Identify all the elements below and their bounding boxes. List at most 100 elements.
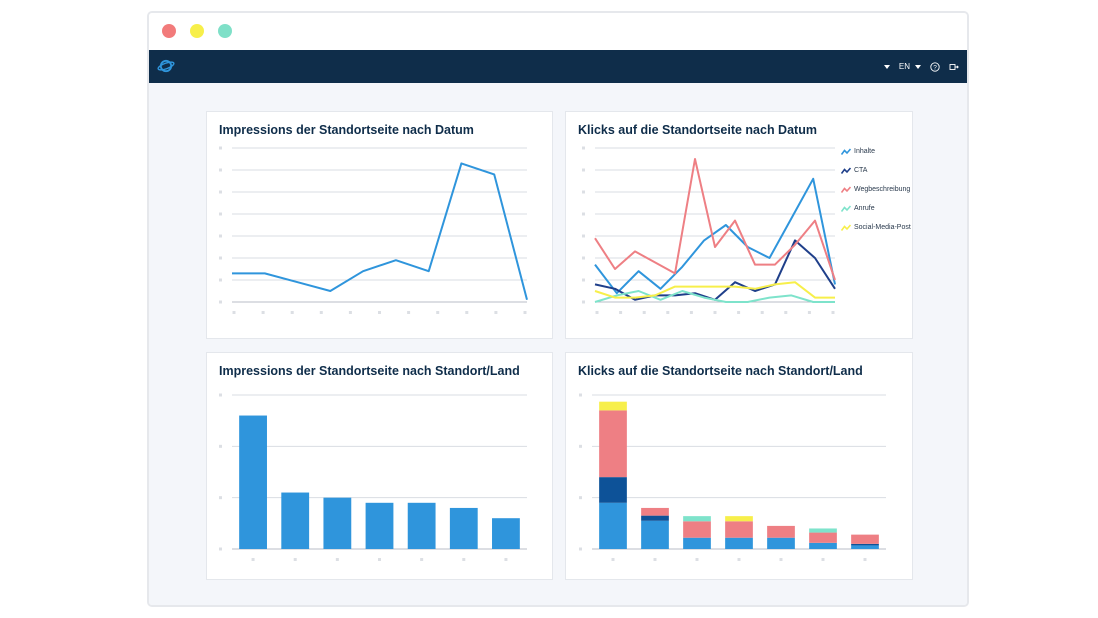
bar-segment [725,537,753,549]
x-tick-label [261,311,265,314]
y-tick-label [219,168,222,172]
legend-swatch-icon [841,204,851,212]
x-tick-label [348,311,352,314]
legend-item[interactable]: Wegbeschreibung [841,180,911,199]
x-tick-label [737,311,741,314]
browser-window: EN ? Impressions der Standortseite nach … [147,11,969,607]
x-tick-label [462,558,466,561]
bar-segment [725,516,753,522]
legend-swatch-icon [841,223,851,231]
bar-segment [599,477,627,503]
y-tick-label [582,234,585,238]
x-tick-label [494,311,498,314]
y-tick-label [582,278,585,282]
series-line-4 [594,281,835,299]
x-tick-label [504,558,508,561]
y-tick-label [219,300,222,304]
bar-segment [599,401,627,411]
y-tick-label [582,190,585,194]
impressions-by-location-chart [219,393,527,561]
x-tick-label [821,558,825,561]
help-icon[interactable]: ? [930,61,940,72]
bar-segment [641,515,669,521]
bar-segment [599,410,627,478]
language-caret-icon [915,64,921,69]
x-tick-label [319,311,323,314]
legend-label: Anrufe [854,205,875,212]
x-tick-label [436,311,440,314]
y-tick-label [219,190,222,194]
bar-segment [641,520,669,549]
clicks-by-date-chart [582,146,836,314]
chart-title: Klicks auf die Standortseite nach Datum [578,123,817,137]
y-tick-label [582,300,585,304]
window-minimize-button[interactable] [190,24,204,38]
chart-title: Klicks auf die Standortseite nach Stando… [578,364,863,378]
bar-segment [683,521,711,538]
x-tick-label [378,558,381,561]
clicks-by-location-card: Klicks auf die Standortseite nach Stando… [565,352,913,580]
x-tick-label [863,558,867,561]
legend-item[interactable]: Anrufe [841,199,911,218]
bar [407,502,436,549]
svg-text:?: ? [933,64,937,71]
bar [449,507,478,549]
series-line-0 [594,177,836,295]
clicks-by-date-card: Klicks auf die Standortseite nach Datum … [565,111,913,339]
legend-swatch-icon [841,166,851,174]
x-tick-label [232,311,236,314]
x-tick-label [335,558,339,561]
window-close-button[interactable] [162,24,176,38]
y-tick-label [219,278,222,282]
x-tick-label [251,558,255,561]
x-tick-label [290,311,294,314]
x-tick-label [737,558,741,561]
dashboard-content: Impressions der Standortseite nach Datum… [149,83,967,605]
dropdown-caret-icon[interactable] [883,64,890,69]
clicks-by-location-chart [579,393,886,561]
bar [365,502,394,549]
y-tick-label [219,444,222,448]
x-tick-label [784,311,788,314]
logout-icon[interactable] [949,62,959,72]
y-tick-label [582,168,585,172]
language-selector[interactable]: EN [899,62,921,71]
x-tick-label [523,311,527,314]
x-tick-label [293,558,297,561]
series-line-0 [232,162,528,301]
y-tick-label [579,496,582,500]
impressions-by-location-card: Impressions der Standortseite nach Stand… [206,352,553,580]
legend-label: Social-Media-Post [854,224,911,231]
y-tick-label [579,444,582,448]
planet-logo-icon[interactable] [157,57,175,75]
series-line-2 [594,158,836,281]
legend-item[interactable]: Inhalte [841,142,911,161]
bar-segment [809,532,837,543]
y-tick-label [219,212,222,216]
chart-title: Impressions der Standortseite nach Stand… [219,364,520,378]
y-tick-label [582,256,585,260]
x-tick-label [378,311,381,314]
legend-label: Wegbeschreibung [854,186,911,193]
bar [492,518,520,549]
impressions-by-date-chart [219,146,528,314]
bar-segment [767,525,795,538]
y-tick-label [219,146,222,150]
app-header: EN ? [149,50,967,83]
y-tick-label [219,496,222,500]
y-tick-label [579,393,582,397]
legend-label: CTA [854,167,868,174]
y-tick-label [582,146,585,150]
bar-segment [599,502,627,549]
x-tick-label [407,311,411,314]
x-tick-label [831,311,835,314]
bar [281,492,310,549]
legend-item[interactable]: Social-Media-Post [841,218,911,237]
window-titlebar [149,13,967,50]
legend-item[interactable]: CTA [841,161,911,180]
legend-swatch-icon [841,147,851,155]
legend-swatch-icon [841,185,851,193]
x-tick-label [695,558,699,561]
window-zoom-button[interactable] [218,24,232,38]
bar-segment [851,534,879,544]
